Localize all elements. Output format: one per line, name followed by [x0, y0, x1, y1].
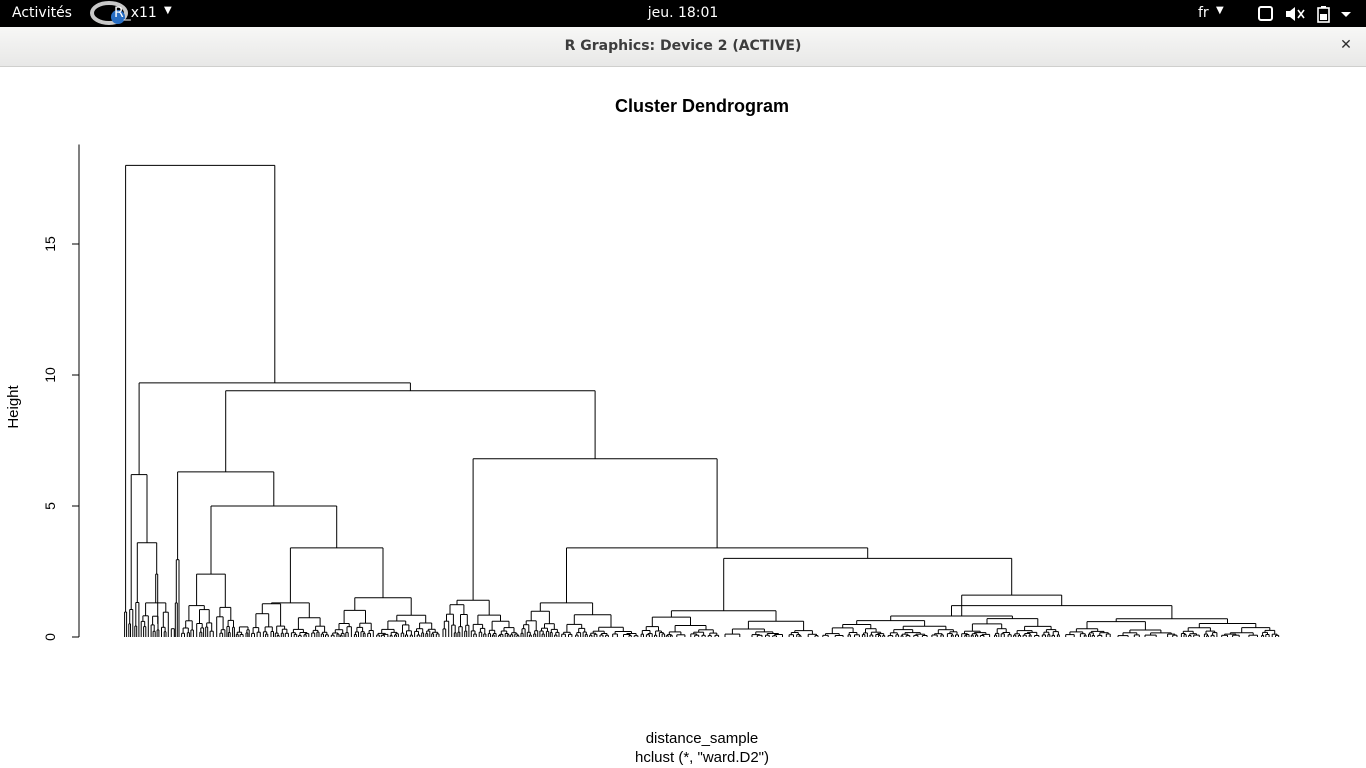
r-logo-icon	[90, 1, 128, 25]
y-tick-label: 15	[42, 236, 58, 252]
y-axis: 0 5 10 15	[42, 144, 80, 641]
dendrogram-tree	[124, 164, 1280, 637]
top-bar: Activités R_x11 ▼ jeu. 18:01 fr ▼	[0, 0, 1366, 27]
app-menu[interactable]: R_x11 ▼	[88, 1, 188, 26]
y-axis-label: Height	[5, 384, 22, 428]
close-icon[interactable]: ✕	[1340, 37, 1352, 53]
battery-icon	[1317, 6, 1330, 23]
chart-title: Cluster Dendrogram	[615, 96, 789, 116]
hclust-method-label: hclust (*, "ward.D2")	[635, 749, 769, 766]
x-axis-label: distance_sample	[646, 730, 759, 747]
chevron-down-icon[interactable]: ▼	[1216, 5, 1224, 16]
window-titlebar[interactable]: R Graphics: Device 2 (ACTIVE) ✕	[0, 27, 1366, 67]
chevron-down-icon: ▼	[164, 5, 172, 16]
dendrogram-plot: Cluster Dendrogram Height distance_sampl…	[5, 96, 1280, 766]
y-tick-label: 5	[42, 502, 58, 510]
activities-button[interactable]: Activités	[12, 5, 72, 21]
keyboard-language[interactable]: fr	[1198, 5, 1209, 21]
chevron-down-icon	[1341, 12, 1351, 17]
clock[interactable]: jeu. 18:01	[647, 5, 719, 21]
speaker-muted-icon	[1286, 7, 1305, 21]
y-tick-label: 10	[42, 367, 58, 383]
window-icon	[1258, 6, 1273, 21]
y-tick-label: 0	[42, 633, 58, 641]
app-menu-label: R_x11	[114, 5, 157, 21]
window-title: R Graphics: Device 2 (ACTIVE)	[564, 38, 802, 54]
system-tray[interactable]	[1258, 5, 1358, 23]
